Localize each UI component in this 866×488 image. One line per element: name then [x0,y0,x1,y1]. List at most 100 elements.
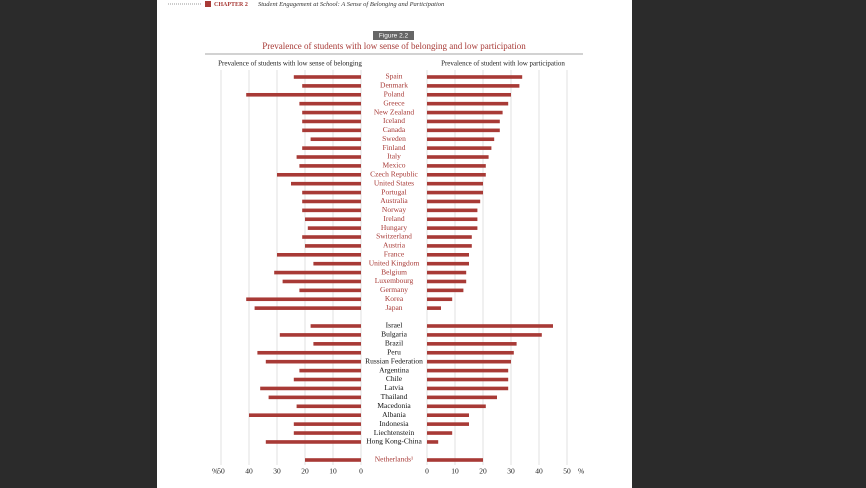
bar [427,333,542,337]
bar [427,431,453,435]
category-label: Hungary [381,223,407,232]
category-label: Sweden [382,134,406,143]
bar [427,110,503,115]
bar [427,84,520,88]
bar [427,172,486,177]
category-label: Russian Federation [365,356,423,365]
chapter-title: Student Engagement at School: A Sense of… [258,1,444,8]
category-label: Italy [387,152,401,161]
bar [302,199,361,204]
category-label: Israel [386,321,403,330]
bar [427,137,495,142]
category-label: Thailand [381,392,408,401]
bar [427,128,500,133]
category-label: United States [374,178,414,187]
bar [246,92,361,97]
bar [302,128,361,133]
x-tick-label: 0 [359,467,363,476]
bar [305,244,361,248]
bar [427,395,497,400]
bar [302,84,361,88]
category-label: Ireland [383,214,404,223]
category-label: Hong Kong-China [366,437,422,446]
bar [427,75,523,79]
figure-label-box [373,31,414,40]
category-label: Liechtenstein [374,428,415,437]
x-tick-label: 40 [245,467,253,476]
x-tick-label: 20 [301,467,309,476]
bar [274,270,361,275]
bar [427,297,453,302]
x-tick-label: 20 [479,467,487,476]
bar [427,92,511,97]
bar [427,324,553,328]
bar [427,270,467,275]
unit-label: % [578,467,584,476]
category-label: Australia [380,196,408,205]
bar [246,297,361,302]
bar [265,440,361,444]
category-label: Switzerland [376,232,412,241]
bar [427,235,472,239]
category-label: Norway [382,205,406,214]
bar [302,235,361,239]
bar [310,324,361,328]
category-label: Argentina [379,365,410,374]
bar [305,217,361,222]
bar [282,279,361,284]
bar [302,146,361,150]
bar [249,413,361,417]
bar [427,155,489,159]
category-label: United Kingdom [369,258,420,267]
bar [291,181,361,186]
bar [302,208,361,213]
bar [427,261,469,266]
category-label: Chile [386,374,403,383]
panel-title: Prevalence of students with low sense of… [218,60,362,68]
bar [427,190,483,195]
bar [293,422,361,426]
category-label: Iceland [383,116,405,125]
category-label: Brazil [385,339,403,348]
category-label: Germany [380,285,408,294]
bar [427,422,469,426]
bar [427,208,478,213]
bar [307,226,361,230]
bar [427,279,467,284]
category-label: Macedonia [377,401,411,410]
x-tick-label: 40 [535,467,543,476]
bar [427,244,472,248]
bar [293,377,361,382]
paper [157,0,632,488]
category-label: Spain [385,72,402,81]
bar [427,413,469,417]
category-label: Portugal [381,187,406,196]
bar [265,359,361,364]
bar [293,75,361,79]
category-label: Mexico [383,161,406,170]
category-label: New Zealand [374,107,414,116]
bar [427,404,486,409]
bar [427,119,500,124]
unit-label: % [212,467,218,476]
category-label: Peru [387,347,401,356]
bar [305,458,361,462]
bar [427,350,514,355]
bar [427,440,439,444]
bar [254,306,361,310]
x-tick-label: 50 [217,467,225,476]
category-label: Albania [382,410,406,419]
bar [299,101,361,106]
x-tick-label: 50 [563,467,571,476]
x-tick-label: 30 [507,467,515,476]
category-label: Austria [383,241,406,250]
bar [427,368,509,373]
x-tick-label: 0 [425,467,429,476]
bar [277,172,361,177]
bar [299,164,361,168]
bar [427,181,483,186]
bar [299,288,361,293]
bar [427,359,511,364]
category-label: Indonesia [379,419,409,428]
x-tick-label: 10 [451,467,459,476]
